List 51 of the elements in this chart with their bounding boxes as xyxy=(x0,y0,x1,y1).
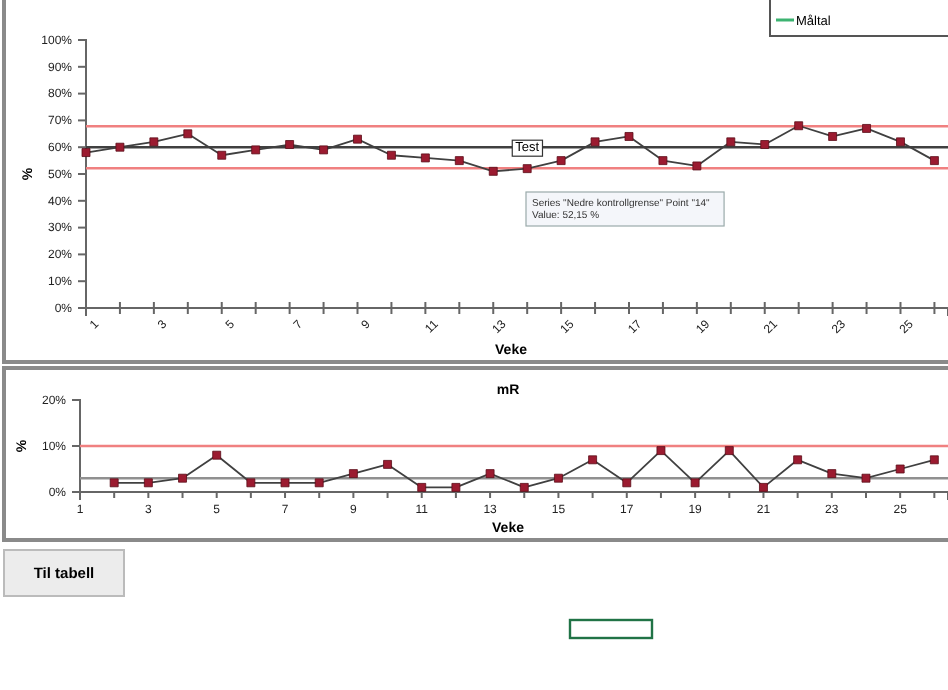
point xyxy=(217,150,227,160)
point xyxy=(896,137,905,147)
point xyxy=(724,446,734,455)
point xyxy=(929,455,939,465)
point xyxy=(246,478,256,488)
point xyxy=(420,153,430,163)
point xyxy=(314,478,324,488)
point xyxy=(285,140,295,149)
point xyxy=(895,464,905,474)
point xyxy=(485,469,495,478)
point xyxy=(827,469,837,478)
point xyxy=(143,478,153,488)
point xyxy=(554,473,563,483)
point xyxy=(251,145,261,155)
point xyxy=(183,129,193,139)
point xyxy=(387,150,396,160)
point xyxy=(590,137,600,147)
point xyxy=(759,483,768,492)
point xyxy=(280,478,290,488)
point xyxy=(348,469,358,478)
point xyxy=(588,455,597,465)
point xyxy=(556,156,566,165)
point xyxy=(794,121,804,131)
point xyxy=(417,483,427,492)
point xyxy=(488,166,498,176)
point xyxy=(690,478,700,488)
point xyxy=(930,156,939,165)
point xyxy=(760,140,770,149)
point xyxy=(692,161,702,171)
point xyxy=(383,460,392,469)
point xyxy=(454,156,464,165)
point xyxy=(656,446,666,455)
point xyxy=(149,137,159,147)
point xyxy=(828,132,838,141)
point xyxy=(115,142,125,152)
point xyxy=(353,134,362,144)
point xyxy=(793,455,803,465)
point xyxy=(861,473,871,483)
point xyxy=(862,124,871,133)
point xyxy=(81,148,91,157)
point xyxy=(451,483,461,492)
point xyxy=(622,478,632,488)
point xyxy=(658,156,668,165)
point xyxy=(109,478,119,488)
point xyxy=(319,145,328,155)
point xyxy=(212,450,222,460)
point xyxy=(726,137,736,147)
point xyxy=(178,473,187,483)
point xyxy=(522,164,532,174)
point xyxy=(519,483,529,492)
point xyxy=(624,132,634,141)
